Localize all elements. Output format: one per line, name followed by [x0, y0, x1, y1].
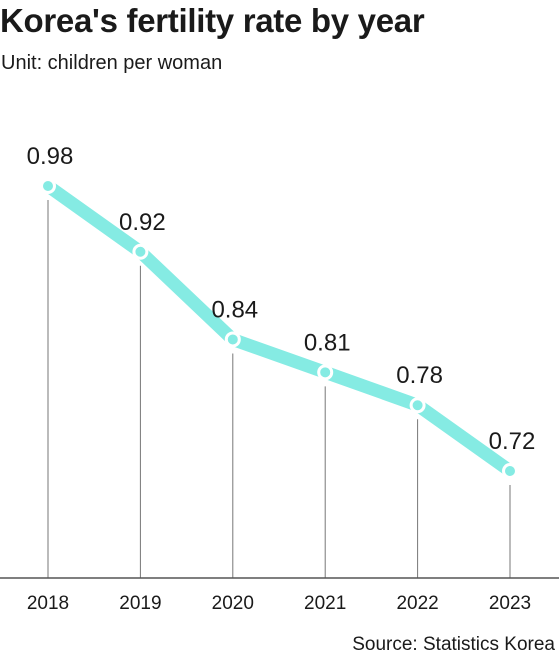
data-point	[224, 331, 241, 348]
source-note: Source: Statistics Korea	[352, 634, 555, 655]
x-tick-labels: 2018 2019 2020 2021 2022 2023	[27, 593, 531, 614]
data-label: 0.98	[27, 143, 74, 170]
x-tick-label: 2021	[304, 593, 346, 614]
series-line	[41, 179, 517, 478]
data-labels: 0.98 0.92 0.84 0.81 0.78 0.72	[27, 143, 536, 455]
data-point	[502, 463, 518, 479]
x-tick-label: 2023	[489, 593, 531, 614]
chart-title: Korea's fertility rate by year	[0, 2, 425, 39]
drop-lines	[47, 200, 511, 578]
data-point	[317, 364, 334, 381]
data-label: 0.92	[119, 209, 166, 236]
x-tick-label: 2019	[119, 593, 161, 614]
data-point	[409, 397, 426, 414]
x-tick-label: 2020	[212, 593, 254, 614]
data-label: 0.78	[396, 362, 443, 389]
x-tick-label: 2022	[396, 593, 438, 614]
data-label: 0.81	[304, 329, 351, 356]
data-label: 0.72	[489, 428, 536, 455]
data-point	[40, 178, 56, 194]
data-point	[132, 243, 149, 260]
chart-subtitle: Unit: children per woman	[1, 52, 223, 74]
data-label: 0.84	[211, 296, 258, 323]
data-points	[40, 178, 518, 479]
x-tick-label: 2018	[27, 593, 69, 614]
